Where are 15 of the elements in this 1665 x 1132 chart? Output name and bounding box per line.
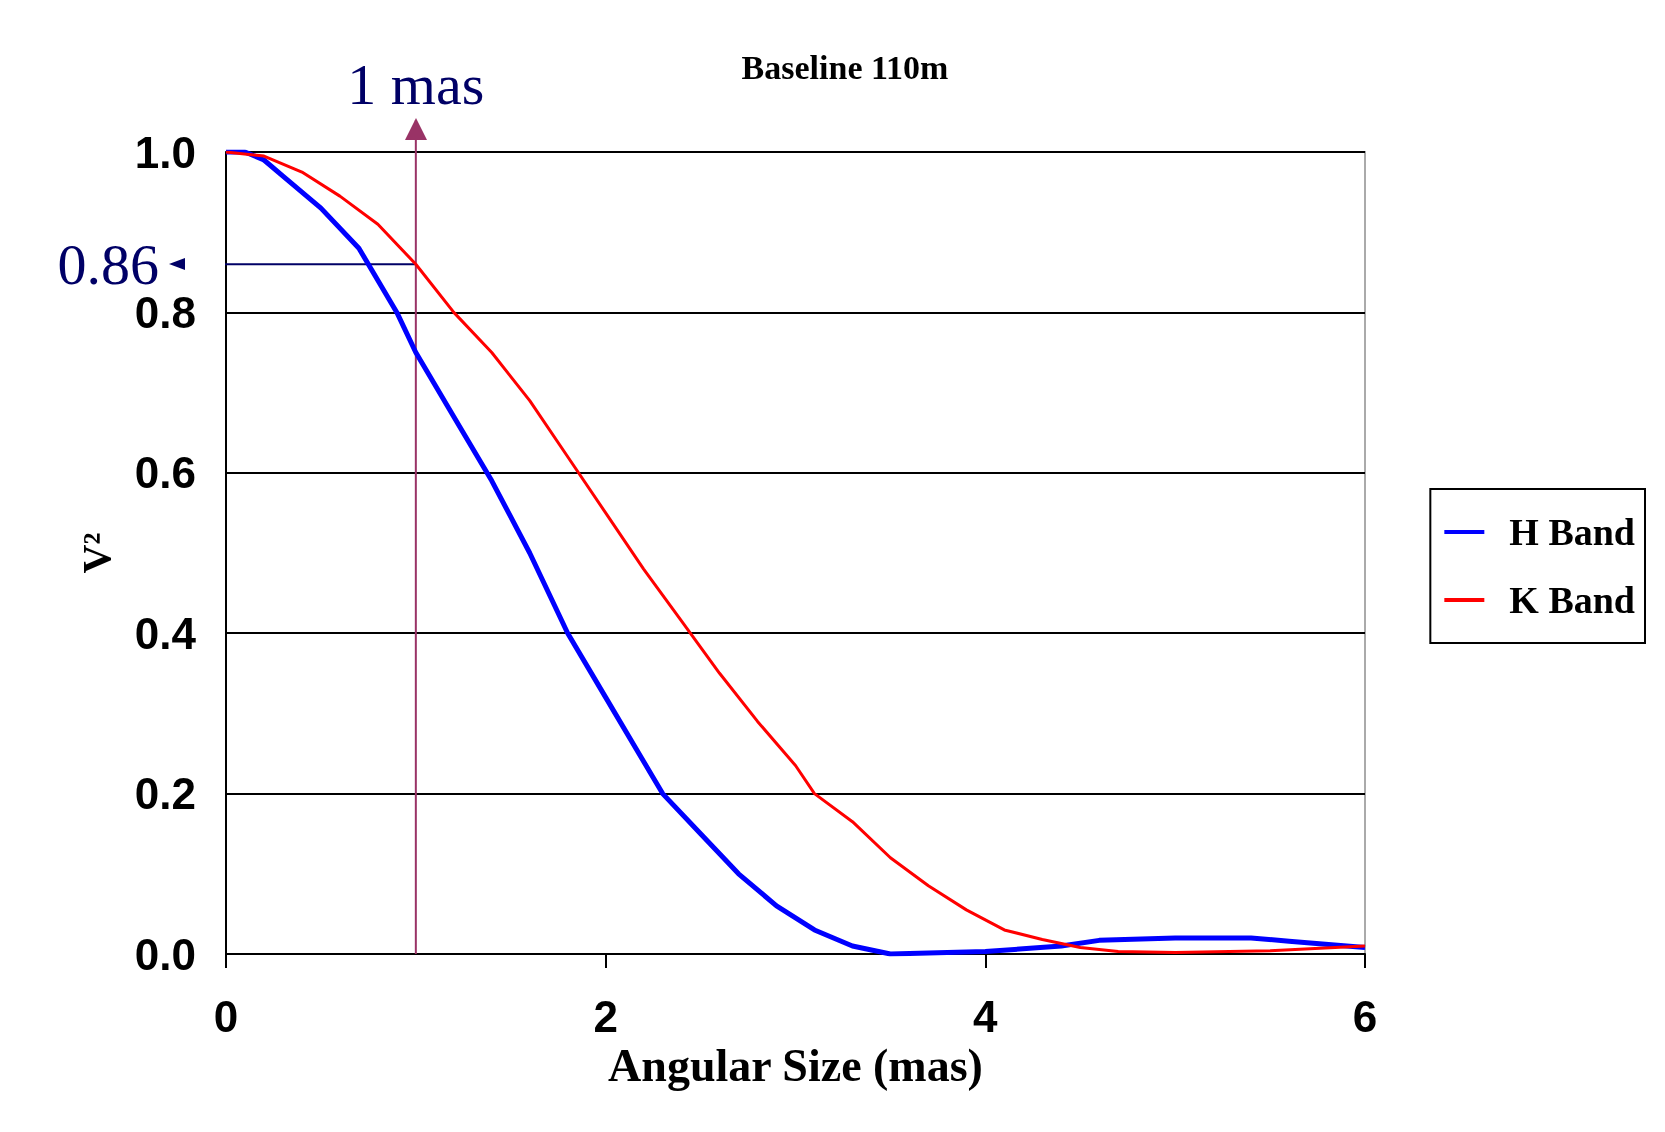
x-tick-label: 2 [593, 991, 618, 1041]
y-axis-title: V² [73, 532, 119, 574]
y-tick-label: 1.0 [134, 127, 196, 177]
legend-label: H Band [1509, 511, 1635, 553]
x-tick-label: 4 [973, 991, 999, 1041]
y-tick-label: 0.4 [134, 608, 197, 658]
x-tick-label: 6 [1352, 991, 1378, 1041]
chart-title: Baseline 110m [741, 48, 949, 86]
ref-line-label: 1 mas [347, 52, 485, 118]
legend-label: K Band [1509, 579, 1635, 621]
x-axis-title: Angular Size (mas) [608, 1040, 983, 1092]
y-tick-label: 0.6 [134, 448, 196, 498]
y-tick-label: 0.2 [134, 769, 196, 819]
y-tick-label: 0.0 [134, 929, 196, 979]
x-tick-label: 0 [213, 991, 239, 1041]
